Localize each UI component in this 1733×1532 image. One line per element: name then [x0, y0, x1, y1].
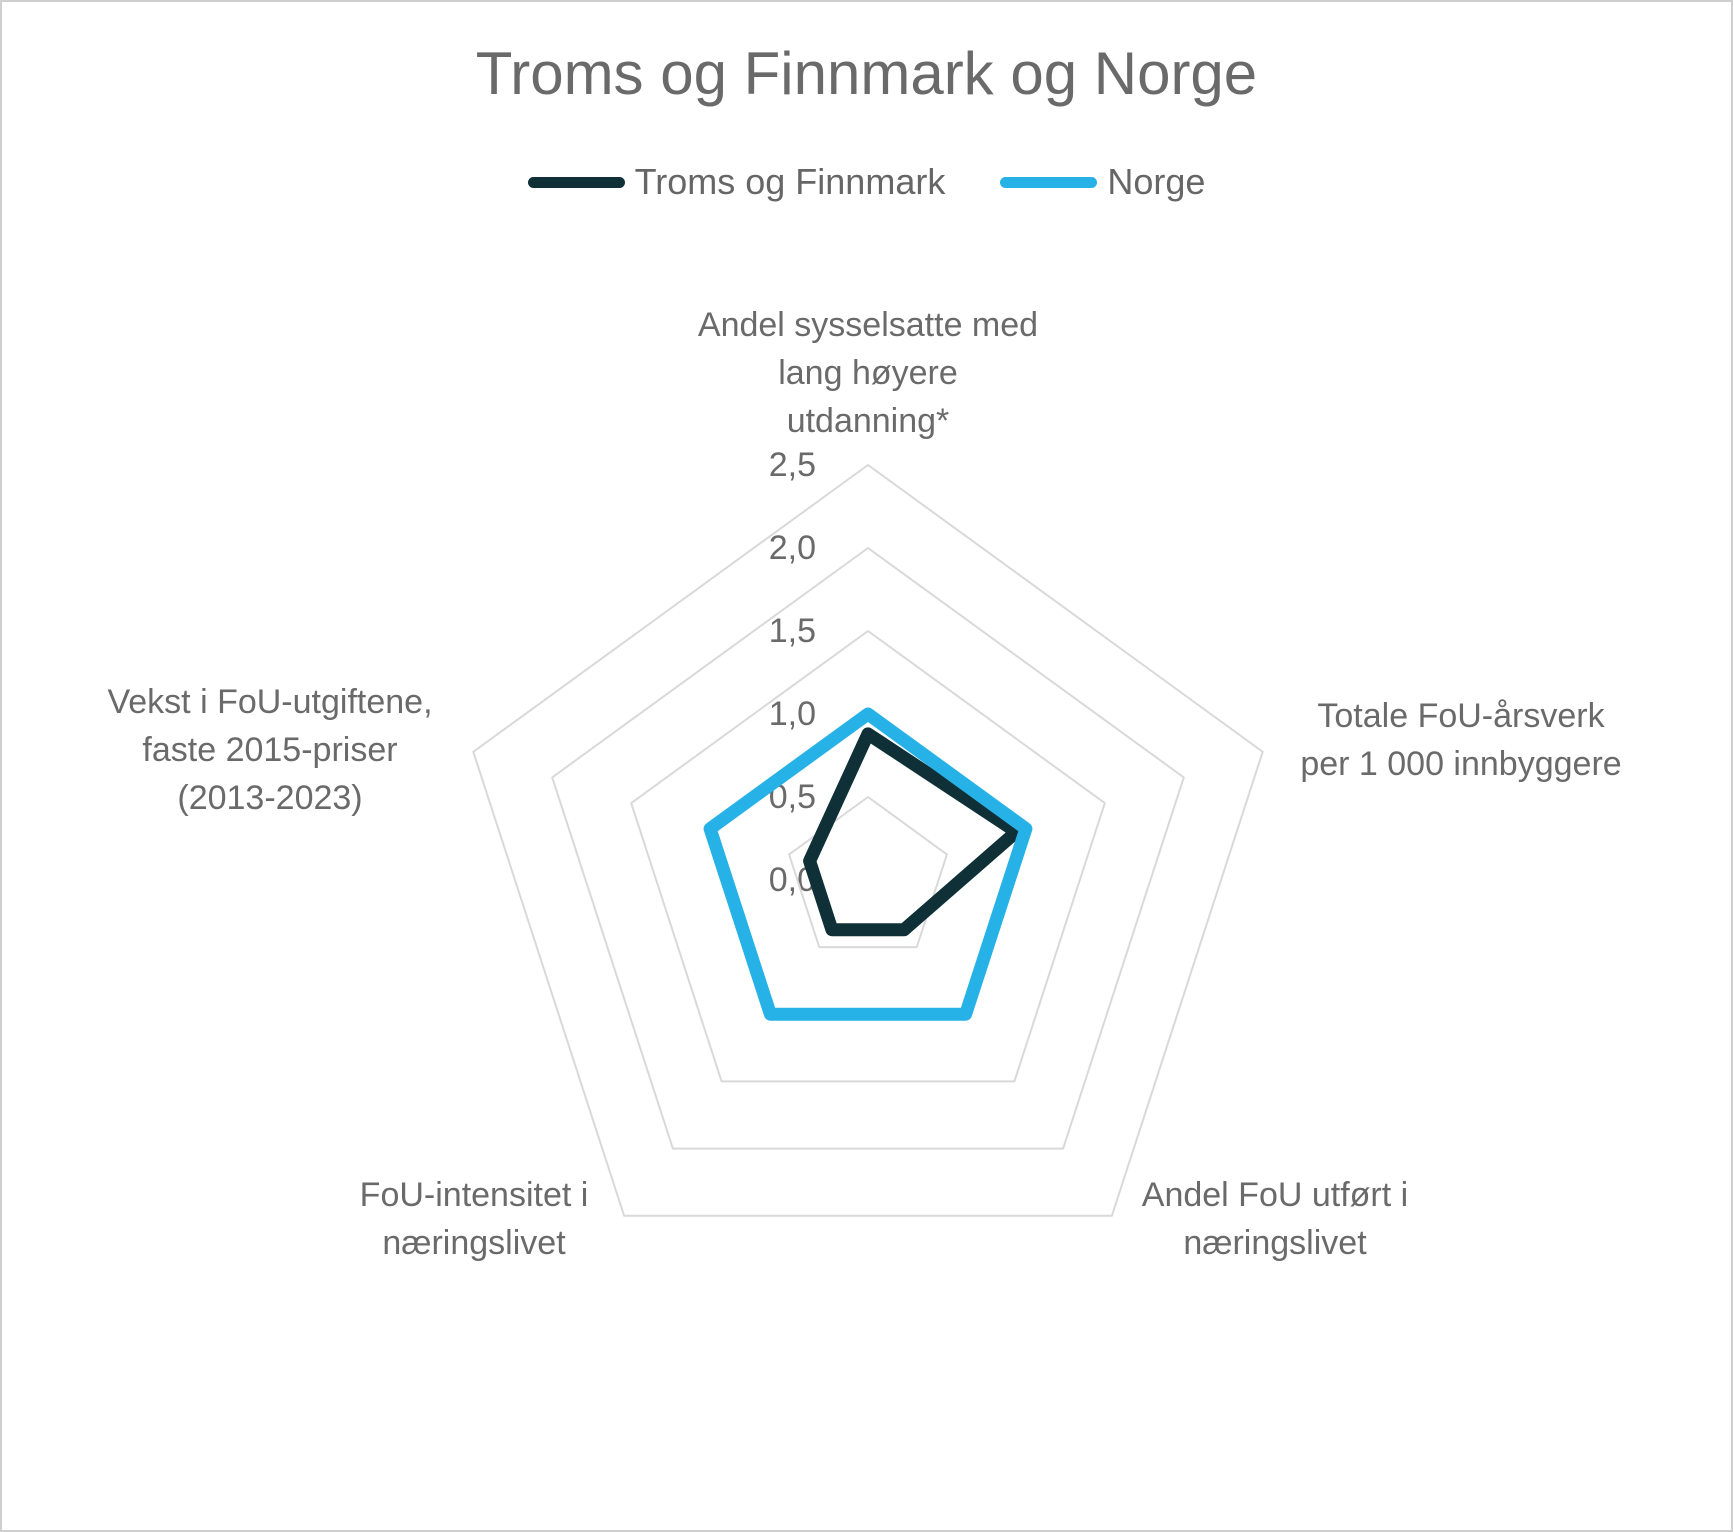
series-polygon-norge	[703, 707, 1033, 1021]
grid-ring-4	[551, 547, 1185, 1150]
axis-label-andel-fou-utfort: Andel FoU utført i næringslivet	[1141, 1176, 1409, 1262]
series-polygon-troms-og-finnmark	[803, 727, 1023, 937]
legend-label-norge: Norge	[1107, 161, 1206, 202]
grid-ring-1	[788, 796, 948, 949]
legend-label-troms-og-finnmark: Troms og Finnmark	[634, 161, 946, 202]
tick-label-2-5: 2,5	[768, 446, 816, 484]
tick-label-1-0: 1,0	[768, 695, 816, 733]
chart-title: Troms og Finnmark og Norge	[475, 40, 1258, 107]
legend-item-troms-og-finnmark: Troms og Finnmark	[527, 160, 946, 204]
tick-label-1-5: 1,5	[768, 612, 816, 650]
legend-swatch-norge-icon	[1000, 176, 1098, 188]
grid-ring-5	[472, 464, 1264, 1217]
legend: Troms og Finnmark Norge	[2, 160, 1731, 204]
legend-swatch-troms-og-finnmark-icon	[527, 176, 625, 188]
legend-item-norge: Norge	[1000, 160, 1205, 204]
axis-label-totale-fou-arsverk: Totale FoU-årsverk per 1 000 innbyggere	[1300, 697, 1622, 783]
axis-label-vekst-i-fou-utgiftene: Vekst i FoU-utgiftene, faste 2015-priser…	[107, 683, 433, 817]
grid-ring-3	[630, 630, 1106, 1083]
tick-label-2-0: 2,0	[768, 529, 816, 567]
axis-label-andel-sysselsatte: Andel sysselsatte med lang høyere utdann…	[697, 306, 1039, 440]
axis-label-fou-intensitet: FoU-intensitet i næringslivet	[359, 1176, 589, 1262]
